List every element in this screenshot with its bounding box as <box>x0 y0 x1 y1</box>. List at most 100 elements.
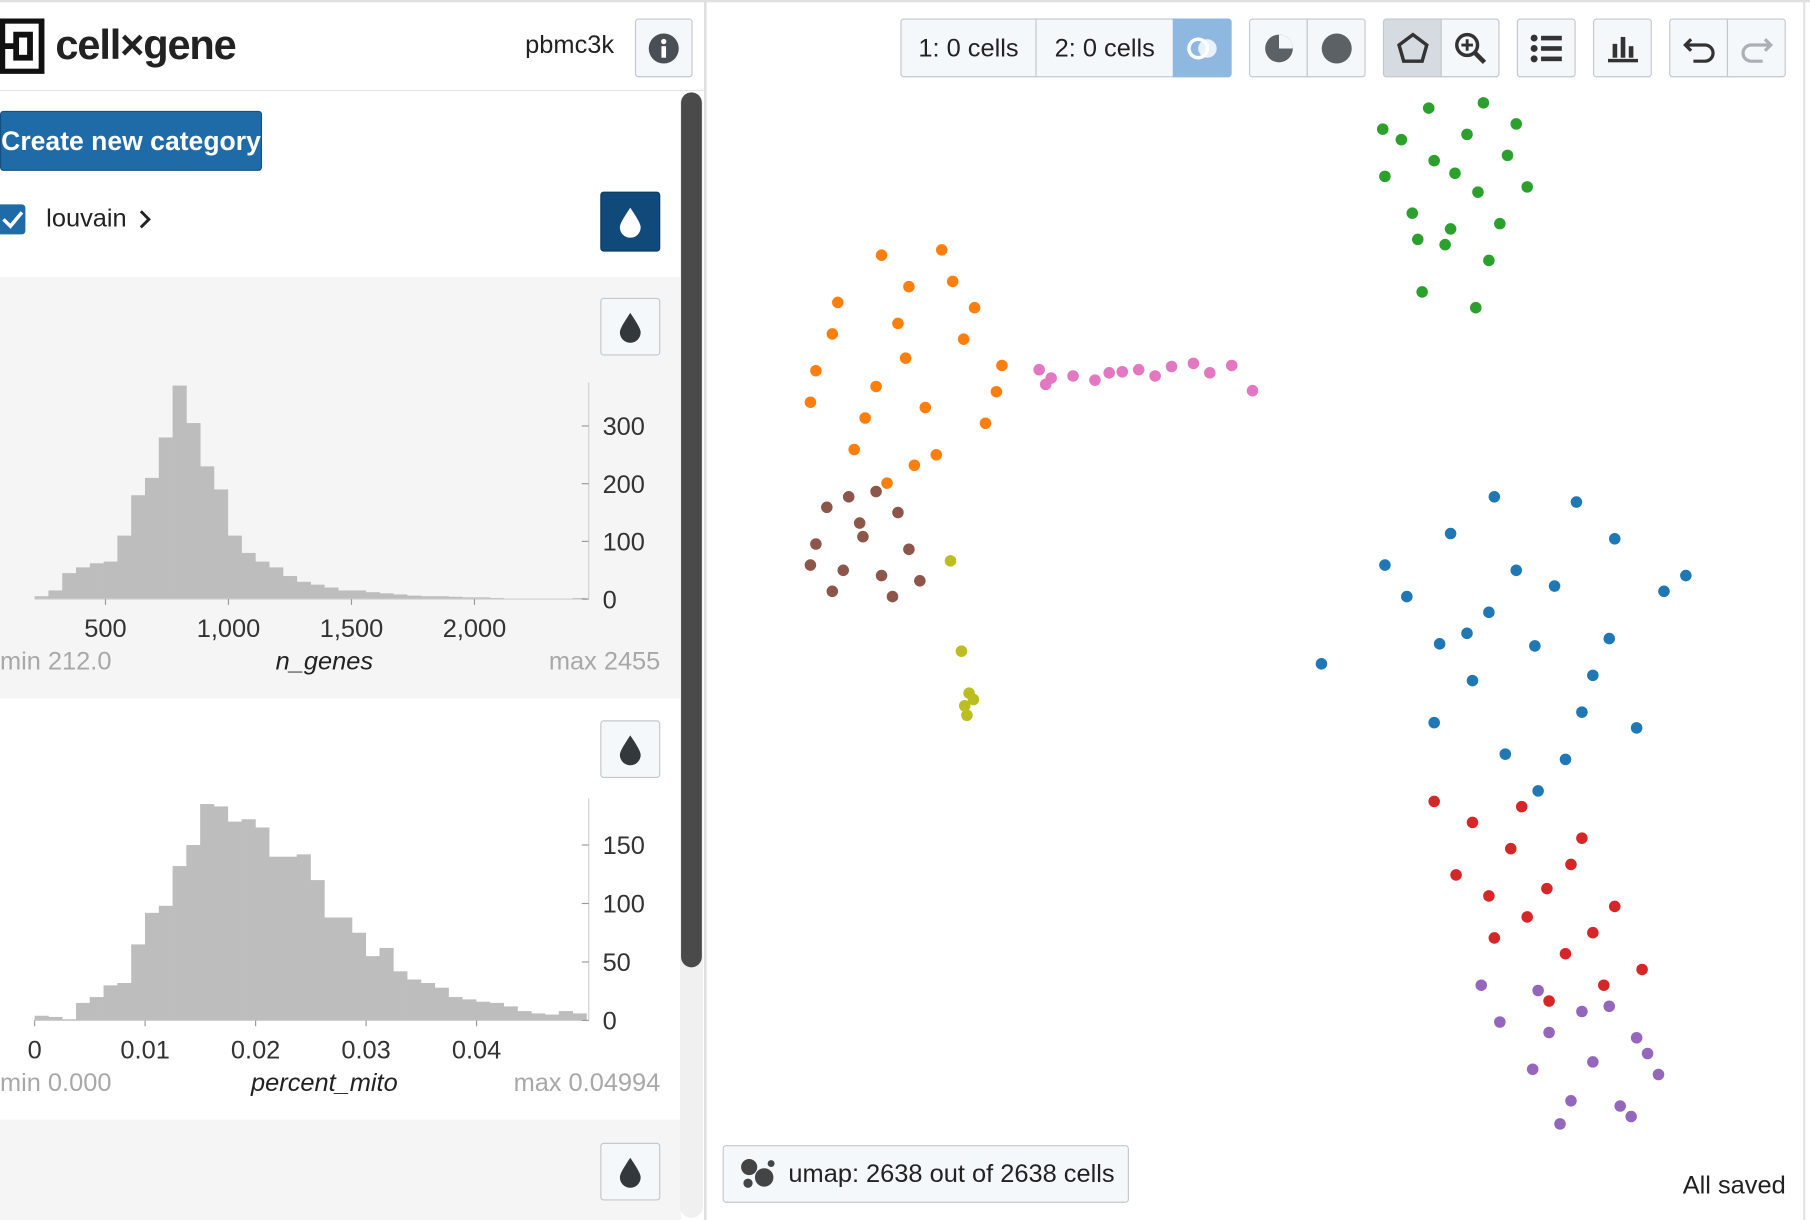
max-label: max 0.04994 <box>514 1069 661 1097</box>
y-tick-label: 0 <box>603 586 617 614</box>
app-name: cell×gene <box>55 20 236 69</box>
bar <box>365 592 380 600</box>
divider <box>0 90 705 92</box>
cell-point <box>1598 979 1610 992</box>
cell-point <box>804 559 817 571</box>
color-by-button[interactable] <box>600 191 661 252</box>
cell-point <box>1461 627 1473 640</box>
cell-point <box>908 459 921 472</box>
cell-point <box>832 296 844 309</box>
bar <box>393 971 408 1021</box>
bar <box>296 854 311 1021</box>
color-by-button[interactable] <box>600 1142 661 1201</box>
bar <box>241 552 256 600</box>
bar <box>434 987 449 1021</box>
category-label[interactable]: louvain <box>46 203 127 233</box>
bar <box>572 1013 587 1021</box>
bar <box>531 1013 546 1021</box>
bar <box>420 983 436 1021</box>
bar <box>103 985 118 1021</box>
create-category-button[interactable]: Create new category <box>0 110 263 171</box>
pie-button[interactable] <box>1248 18 1308 78</box>
bar <box>145 912 160 1021</box>
cell-point <box>1149 370 1161 382</box>
cell-point <box>1406 207 1419 219</box>
cell-point <box>810 538 822 550</box>
panel-bg <box>0 277 682 699</box>
bar <box>324 587 339 600</box>
drop-icon <box>619 735 641 766</box>
dot-button[interactable] <box>1306 18 1366 78</box>
y-tick-label: 300 <box>603 413 645 441</box>
cell-point <box>1515 800 1528 813</box>
drop-icon <box>619 207 641 238</box>
chevron[interactable] <box>136 208 154 231</box>
cell-point <box>1416 286 1428 298</box>
bar <box>448 596 463 600</box>
cell-point <box>1576 1005 1588 1018</box>
cell-point <box>914 575 926 587</box>
cell-point <box>1576 832 1588 844</box>
x-tick-label: 0.03 <box>341 1037 390 1065</box>
scroll-thumb[interactable] <box>681 92 702 968</box>
bar <box>269 856 284 1021</box>
cell-point <box>1466 816 1479 829</box>
checkbox[interactable] <box>0 203 28 235</box>
bar <box>62 1019 77 1021</box>
cell-point <box>955 645 968 657</box>
bar <box>379 947 394 1021</box>
color-by-button[interactable] <box>600 297 661 356</box>
info-icon <box>648 32 679 63</box>
redo-button[interactable] <box>1726 18 1786 78</box>
cell-point <box>1422 102 1435 114</box>
cell-point <box>1608 533 1621 545</box>
bar <box>117 535 132 600</box>
cell-point <box>1608 900 1621 913</box>
list-button[interactable] <box>1516 18 1576 78</box>
cell-point <box>1483 254 1495 267</box>
bar <box>76 567 91 600</box>
cell-point <box>810 364 822 377</box>
zoom-button[interactable] <box>1440 18 1500 78</box>
cell-point <box>1132 363 1145 376</box>
cell-point <box>1494 217 1506 230</box>
y-tick-label: 50 <box>603 949 631 977</box>
info-button[interactable] <box>634 18 693 78</box>
cell-point <box>1488 932 1501 944</box>
cell-point <box>990 385 1003 398</box>
lasso-icon <box>1396 31 1429 63</box>
bar <box>186 845 201 1021</box>
cell-point <box>1401 590 1413 603</box>
list-icon <box>1530 34 1562 62</box>
lasso-button[interactable] <box>1382 18 1442 78</box>
cell-point <box>892 317 904 330</box>
x-tick-label: 0.04 <box>452 1037 501 1065</box>
min-label: min 0.000 <box>0 1069 111 1097</box>
histogram-button[interactable] <box>1592 18 1652 78</box>
bar <box>34 1015 49 1021</box>
bar <box>558 1011 573 1021</box>
undo-icon <box>1682 37 1714 63</box>
selection-toggle[interactable] <box>1172 18 1232 78</box>
cell-point <box>1246 384 1259 397</box>
cell-point <box>1395 133 1408 146</box>
bar <box>158 905 173 1021</box>
cell-point <box>1379 559 1391 571</box>
cell-point <box>848 443 860 456</box>
cell-point <box>1526 1063 1539 1076</box>
bar <box>282 576 298 600</box>
cell-point <box>1461 128 1473 141</box>
cell-point <box>1658 585 1670 598</box>
embedding-button[interactable]: umap: 2638 out of 2638 cells <box>722 1145 1129 1203</box>
cell-point <box>1433 638 1446 650</box>
bar <box>172 385 187 600</box>
cell-point <box>1428 795 1440 808</box>
selection-1[interactable]: 1: 0 cells <box>900 18 1037 78</box>
cell-point <box>1466 674 1479 687</box>
bars-icon <box>1607 36 1638 62</box>
cell-point <box>1565 1095 1577 1107</box>
color-by-button[interactable] <box>600 720 661 779</box>
bar <box>338 917 353 1021</box>
cell-point <box>968 301 981 314</box>
x-tick-label: 500 <box>84 615 126 643</box>
